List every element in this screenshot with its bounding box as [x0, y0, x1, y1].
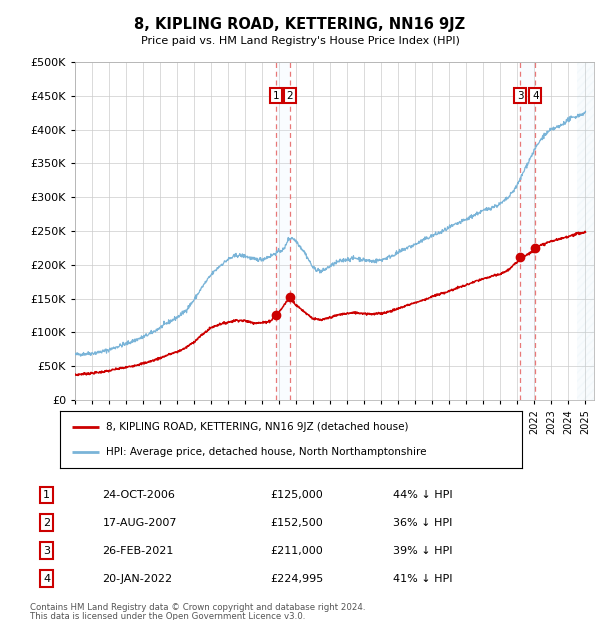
Text: £125,000: £125,000	[270, 490, 323, 500]
Text: 20-JAN-2022: 20-JAN-2022	[103, 574, 173, 583]
Text: 8, KIPLING ROAD, KETTERING, NN16 9JZ: 8, KIPLING ROAD, KETTERING, NN16 9JZ	[134, 17, 466, 32]
Text: 17-AUG-2007: 17-AUG-2007	[103, 518, 177, 528]
Text: 3: 3	[43, 546, 50, 556]
Bar	[276, 62, 290, 400]
Text: This data is licensed under the Open Government Licence v3.0.: This data is licensed under the Open Gov…	[30, 612, 305, 620]
Text: 39% ↓ HPI: 39% ↓ HPI	[392, 546, 452, 556]
Text: 36% ↓ HPI: 36% ↓ HPI	[392, 518, 452, 528]
Text: 8, KIPLING ROAD, KETTERING, NN16 9JZ (detached house): 8, KIPLING ROAD, KETTERING, NN16 9JZ (de…	[106, 422, 409, 432]
Text: 26-FEB-2021: 26-FEB-2021	[103, 546, 174, 556]
Text: HPI: Average price, detached house, North Northamptonshire: HPI: Average price, detached house, Nort…	[106, 447, 427, 457]
Text: Price paid vs. HM Land Registry's House Price Index (HPI): Price paid vs. HM Land Registry's House …	[140, 36, 460, 46]
Text: 24-OCT-2006: 24-OCT-2006	[103, 490, 175, 500]
Text: 3: 3	[517, 91, 523, 101]
Text: 44% ↓ HPI: 44% ↓ HPI	[392, 490, 452, 500]
Text: 2: 2	[287, 91, 293, 101]
Text: 4: 4	[43, 574, 50, 583]
Text: £224,995: £224,995	[270, 574, 323, 583]
Text: 41% ↓ HPI: 41% ↓ HPI	[392, 574, 452, 583]
Text: 1: 1	[272, 91, 279, 101]
Text: Contains HM Land Registry data © Crown copyright and database right 2024.: Contains HM Land Registry data © Crown c…	[30, 603, 365, 612]
Text: £211,000: £211,000	[270, 546, 323, 556]
Text: £152,500: £152,500	[270, 518, 323, 528]
Text: 2: 2	[43, 518, 50, 528]
Text: 1: 1	[43, 490, 50, 500]
Bar	[520, 62, 535, 400]
Text: 4: 4	[532, 91, 539, 101]
Bar	[577, 62, 594, 400]
